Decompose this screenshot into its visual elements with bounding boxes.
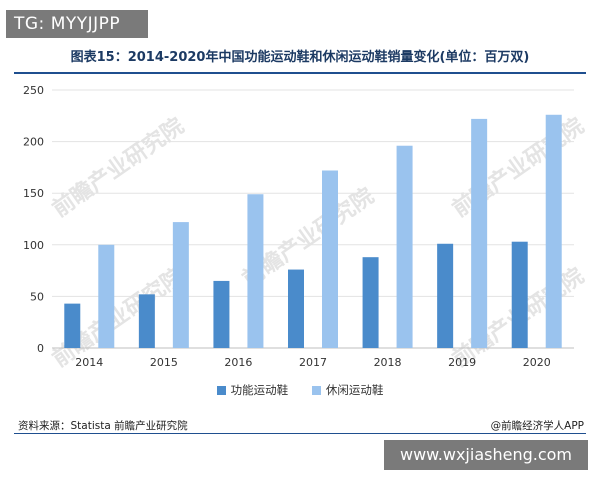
- bar-casual-2015: [172, 222, 189, 348]
- chart-title: 图表15：2014-2020年中国功能运动鞋和休闲运动鞋销量变化(单位：百万双): [70, 50, 530, 65]
- x-tick-label-2018: 2018: [374, 356, 402, 369]
- bar-casual-2019: [471, 118, 488, 348]
- brand-note: @前瞻经济学人APP: [490, 420, 584, 432]
- bar-functional-2019: [437, 243, 454, 348]
- legend-label-functional: 功能运动鞋: [230, 383, 289, 397]
- y-tick-label-150: 150: [23, 187, 44, 200]
- legend-swatch-functional: [216, 386, 226, 395]
- bar-functional-2015: [138, 294, 155, 348]
- x-tick-label-2016: 2016: [224, 356, 252, 369]
- y-tick-label-100: 100: [23, 239, 44, 252]
- y-tick-label-200: 200: [23, 136, 44, 149]
- bar-casual-2016: [247, 194, 264, 348]
- bar-functional-2018: [362, 257, 379, 348]
- legend-label-casual: 休闲运动鞋: [325, 383, 384, 397]
- x-tick-label-2017: 2017: [299, 356, 327, 369]
- legend-item-functional: 功能运动鞋: [216, 382, 289, 398]
- x-tick-label-2020: 2020: [523, 356, 551, 369]
- bar-functional-2017: [288, 269, 304, 348]
- bar-casual-2018: [396, 145, 413, 348]
- legend: 功能运动鞋 休闲运动鞋: [0, 382, 600, 398]
- y-tick-label-50: 50: [30, 290, 44, 303]
- x-tick-label-2019: 2019: [448, 356, 476, 369]
- tg-badge: TG: MYYJJPP: [6, 10, 148, 38]
- legend-swatch-casual: [311, 386, 321, 395]
- bar-functional-2014: [64, 303, 81, 348]
- bar-casual-2020: [545, 114, 562, 348]
- y-tick-label-250: 250: [23, 84, 44, 97]
- legend-item-casual: 休闲运动鞋: [311, 382, 384, 398]
- bar-functional-2020: [511, 241, 528, 348]
- site-badge: www.wxjiasheng.com: [384, 440, 588, 470]
- x-tick-label-2015: 2015: [150, 356, 178, 369]
- x-tick-label-2014: 2014: [75, 356, 103, 369]
- bar-functional-2016: [213, 280, 230, 348]
- y-tick-label-0: 0: [37, 342, 44, 355]
- source-note: 资料来源：Statista 前瞻产业研究院: [18, 420, 188, 432]
- top-rule: [14, 72, 586, 74]
- bar-casual-2017: [322, 170, 338, 348]
- bar-casual-2014: [98, 244, 115, 348]
- bottom-rule: [14, 433, 586, 434]
